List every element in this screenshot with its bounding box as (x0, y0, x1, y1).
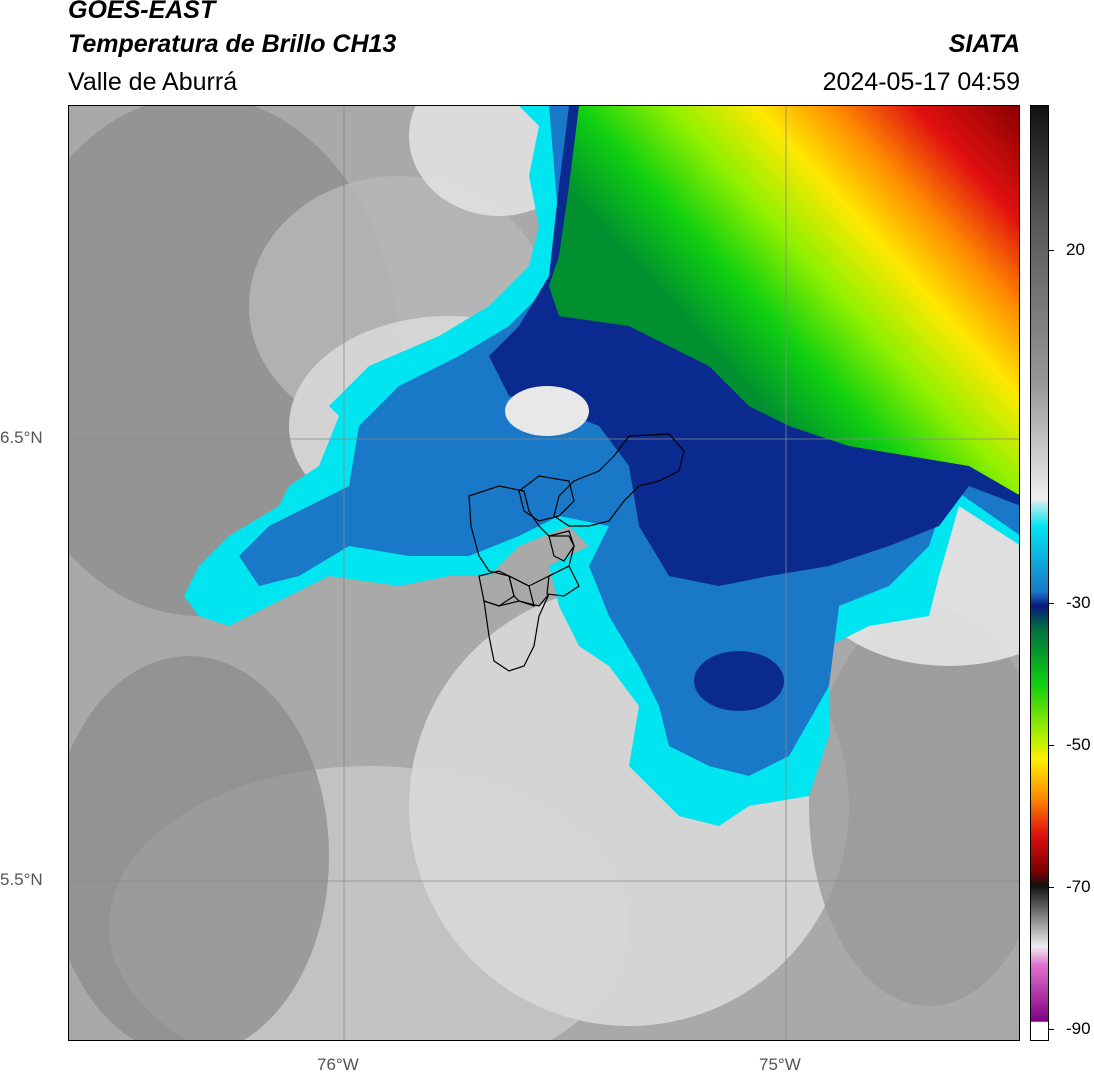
colorbar-label: -50 (1066, 735, 1091, 754)
datetime-label: 2024-05-17 04:59 (822, 68, 1020, 96)
satellite-title: GOES-EAST (68, 0, 216, 24)
lat-label: 5.5°N (0, 870, 43, 889)
colorbar-label: -30 (1066, 593, 1091, 612)
colorbar-tick (1049, 887, 1054, 888)
colorbar-svg (1031, 106, 1048, 1040)
clear-hole (505, 386, 589, 436)
cloud-warm-tops (549, 106, 1019, 495)
lon-label: 76°W (317, 1055, 359, 1074)
agency-label: SIATA (948, 30, 1020, 58)
colorbar-label: -90 (1066, 1019, 1091, 1038)
cloud-navy-core (694, 651, 784, 711)
municipal-boundaries (468, 433, 685, 672)
lon-label: 75°W (759, 1055, 801, 1074)
colorbar-label: 20 (1066, 240, 1085, 259)
colorbar-tick (1049, 250, 1054, 251)
colorbar-tick (1049, 603, 1054, 604)
region-label: Valle de Aburrá (68, 68, 238, 96)
colorbar-tick (1049, 1029, 1054, 1030)
brightness-temperature-map[interactable] (68, 105, 1020, 1041)
colorbar-label: -70 (1066, 877, 1091, 896)
colorbar-tick (1049, 745, 1054, 746)
product-title: Temperatura de Brillo CH13 (68, 30, 397, 58)
map-svg (69, 106, 1019, 1040)
lat-label: 6.5°N (0, 428, 43, 447)
colorbar (1030, 105, 1049, 1041)
